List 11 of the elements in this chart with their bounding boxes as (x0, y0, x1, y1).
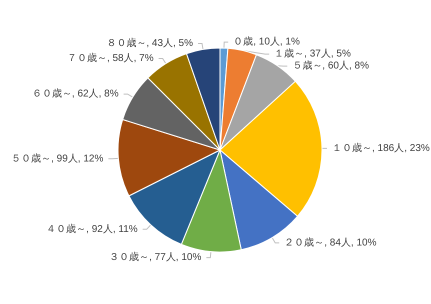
slice-label: ５０歳～, 99人, 12% (11, 152, 104, 164)
slice-label: ６０歳～, 62人, 8% (32, 88, 119, 100)
slice-label: ２０歳～, 84人, 10% (284, 236, 377, 248)
slice-label: ０歳, 10人, 1% (233, 36, 300, 48)
slice-label: ３０歳～, 77人, 10% (109, 251, 202, 264)
slice-label: １歳～, 37人, 5% (274, 48, 351, 60)
slice-label: ７０歳～, 58人, 7% (66, 52, 154, 64)
slice-label: ４０歳～, 92人, 11% (46, 222, 138, 235)
slice-label: ８０歳～, 43人, 5% (106, 37, 194, 50)
slice-label: １０歳～, 186人, 23% (332, 142, 430, 154)
slice-label: ５歳～, 60人, 8% (292, 60, 370, 72)
